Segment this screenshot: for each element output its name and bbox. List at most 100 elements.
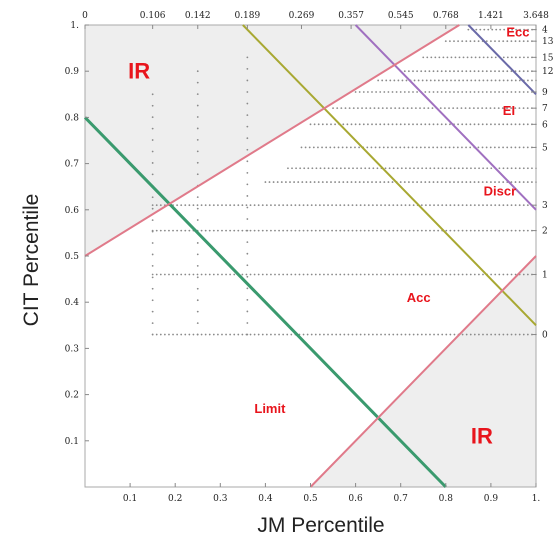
data-point — [196, 310, 199, 313]
data-point — [371, 91, 373, 93]
data-point — [478, 167, 480, 170]
data-point — [518, 123, 521, 126]
data-point — [416, 91, 418, 93]
data-point — [274, 204, 276, 207]
data-point — [293, 181, 295, 183]
data-point — [363, 204, 366, 207]
data-point — [176, 273, 179, 276]
data-point — [348, 107, 351, 110]
data-point — [531, 181, 533, 183]
data-point — [477, 70, 480, 73]
data-point — [347, 229, 350, 232]
right-tick-label: 0 — [542, 331, 548, 341]
data-point — [526, 107, 529, 110]
acc-line — [242, 24, 537, 326]
data-point — [290, 333, 293, 336]
data-point — [393, 79, 396, 82]
data-point — [486, 79, 489, 82]
data-point — [297, 181, 300, 183]
data-point — [376, 273, 378, 276]
data-point — [371, 123, 373, 126]
top-tick-label: 0.106 — [140, 11, 166, 21]
data-point — [392, 167, 395, 170]
data-point — [376, 167, 379, 170]
data-point — [409, 167, 411, 170]
data-point — [367, 181, 369, 183]
data-point — [362, 123, 365, 126]
data-point — [276, 181, 279, 183]
data-point — [440, 123, 443, 126]
data-point — [196, 150, 199, 153]
data-point — [399, 91, 402, 93]
data-point — [498, 79, 501, 82]
data-point — [246, 79, 249, 82]
data-point — [168, 333, 170, 336]
data-point — [527, 56, 529, 59]
data-point — [514, 229, 517, 232]
data-point — [510, 229, 513, 232]
data-point — [221, 204, 223, 207]
data-point — [196, 333, 199, 336]
data-point — [392, 204, 395, 207]
data-point — [384, 333, 387, 336]
data-point — [357, 107, 359, 110]
data-point — [428, 181, 431, 183]
data-point — [443, 107, 446, 110]
data-point — [522, 40, 525, 43]
data-point — [306, 229, 309, 232]
data-point — [302, 204, 305, 207]
data-point — [414, 107, 417, 110]
data-point — [502, 40, 505, 43]
data-point — [306, 333, 309, 336]
data-point — [506, 229, 509, 232]
data-point — [489, 107, 492, 110]
data-point — [358, 91, 361, 93]
ir-lower-line — [309, 255, 537, 488]
data-point — [359, 333, 362, 336]
data-point — [332, 107, 334, 110]
data-point — [469, 40, 472, 43]
data-point — [151, 265, 154, 267]
data-point — [510, 91, 513, 93]
data-point — [360, 167, 363, 170]
data-point — [246, 218, 249, 220]
data-point — [180, 333, 183, 336]
data-point — [398, 107, 401, 110]
data-point — [196, 116, 199, 118]
data-point — [461, 70, 464, 73]
data-point — [278, 204, 280, 207]
data-point — [494, 91, 496, 93]
data-point — [270, 229, 272, 232]
data-point — [498, 273, 501, 276]
data-point — [246, 264, 249, 267]
data-point — [405, 79, 408, 82]
data-point — [392, 229, 395, 232]
data-point — [298, 204, 301, 207]
data-point — [315, 167, 318, 170]
data-point — [429, 273, 431, 276]
data-point — [442, 79, 444, 82]
data-point — [246, 322, 249, 324]
data-point — [188, 273, 191, 276]
data-point — [381, 107, 384, 110]
data-point — [381, 79, 384, 82]
data-point — [192, 273, 195, 276]
data-point — [473, 123, 476, 126]
data-point — [151, 173, 154, 176]
data-point — [457, 167, 460, 170]
data-point — [391, 91, 394, 93]
data-point — [440, 70, 443, 73]
data-point — [481, 123, 484, 126]
data-point — [249, 333, 252, 336]
data-point — [289, 181, 291, 183]
data-point — [526, 70, 529, 73]
data-point — [306, 273, 309, 276]
data-point — [522, 91, 525, 93]
data-point — [449, 181, 451, 183]
data-point — [444, 40, 447, 43]
data-point — [461, 167, 464, 170]
data-point — [493, 107, 496, 110]
x-tick-label: 0.1 — [123, 494, 137, 504]
data-point — [358, 123, 361, 126]
data-point — [376, 229, 378, 232]
